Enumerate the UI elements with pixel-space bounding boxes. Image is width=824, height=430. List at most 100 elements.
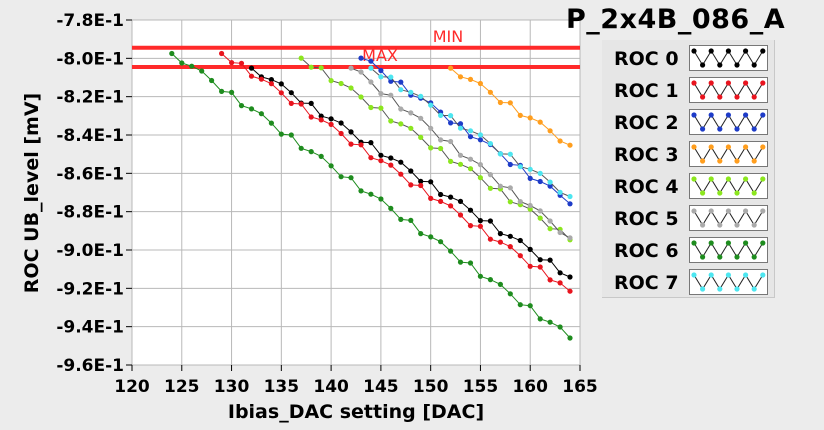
- data-point: [517, 302, 523, 308]
- data-point: [298, 101, 304, 107]
- data-point: [238, 60, 245, 66]
- data-point: [328, 121, 334, 127]
- data-point: [408, 168, 414, 174]
- data-point: [537, 257, 543, 263]
- data-point: [467, 134, 474, 140]
- data-point: [358, 142, 364, 148]
- legend-label: ROC 4: [614, 176, 679, 198]
- x-tick-label: 155: [463, 377, 499, 397]
- data-point: [169, 50, 175, 57]
- data-point: [527, 206, 533, 212]
- data-point: [338, 130, 344, 137]
- data-point: [398, 121, 404, 127]
- data-point: [517, 237, 523, 244]
- data-point: [368, 58, 374, 64]
- reference-label-max: MAX: [362, 46, 398, 65]
- data-point: [248, 65, 255, 71]
- data-point: [398, 171, 404, 177]
- data-point: [318, 113, 324, 119]
- data-point: [477, 80, 483, 87]
- data-point: [467, 260, 474, 266]
- data-point: [418, 93, 424, 99]
- x-tick-label: 120: [114, 377, 150, 397]
- data-point: [457, 152, 464, 158]
- data-point: [497, 231, 503, 237]
- data-point: [348, 129, 354, 135]
- data-point: [428, 195, 434, 201]
- legend-swatch: [689, 205, 768, 231]
- legend: ROC 0 ROC 1 ROC 2 ROC 3 ROC 4 ROC 5 ROC 6 ROC 7: [602, 40, 775, 298]
- legend-swatch: [689, 173, 768, 199]
- data-point: [318, 153, 324, 159]
- data-point: [388, 205, 394, 211]
- legend-item: ROC 3: [602, 138, 774, 170]
- data-point: [229, 89, 235, 95]
- data-point: [298, 55, 304, 61]
- data-point: [388, 118, 394, 124]
- legend-swatch: [689, 109, 768, 135]
- data-point: [378, 158, 384, 164]
- data-point: [308, 149, 314, 155]
- data-point: [467, 223, 474, 229]
- data-point: [308, 114, 314, 120]
- legend-swatch: [689, 45, 768, 71]
- data-point: [497, 99, 503, 106]
- data-point: [368, 79, 374, 85]
- data-point: [547, 319, 553, 325]
- data-point: [288, 90, 294, 96]
- data-point: [477, 273, 483, 279]
- data-point: [378, 74, 384, 80]
- data-point: [567, 274, 573, 280]
- data-point: [547, 226, 553, 232]
- data-point: [418, 115, 424, 121]
- data-point: [448, 248, 454, 254]
- data-point: [438, 239, 444, 245]
- data-point: [557, 189, 563, 195]
- legend-swatch: [689, 237, 768, 263]
- x-tick-label: 150: [413, 377, 449, 397]
- data-point: [338, 174, 344, 180]
- data-point: [457, 125, 464, 131]
- data-point: [278, 131, 284, 137]
- data-point: [358, 188, 364, 194]
- data-point: [517, 199, 523, 205]
- data-point: [448, 113, 454, 119]
- data-point: [418, 182, 424, 189]
- y-tick-label: -9.6E-1: [56, 356, 124, 376]
- series-group: [169, 50, 573, 341]
- data-point: [487, 89, 493, 95]
- series-roc-1: [219, 50, 573, 294]
- data-point: [388, 78, 394, 84]
- data-point: [547, 183, 553, 189]
- data-point: [238, 103, 245, 109]
- y-tick-label: -7.8E-1: [56, 11, 124, 31]
- data-point: [487, 141, 493, 147]
- data-point: [537, 215, 543, 221]
- x-tick-label: 145: [363, 377, 399, 397]
- data-point: [527, 115, 533, 121]
- data-point: [219, 50, 225, 57]
- data-point: [457, 161, 464, 167]
- data-point: [288, 100, 294, 106]
- data-point: [438, 191, 444, 198]
- data-point: [428, 102, 434, 108]
- data-point: [448, 138, 454, 145]
- data-point: [388, 162, 394, 168]
- data-point: [467, 76, 474, 82]
- series-line: [360, 57, 571, 205]
- data-point: [398, 159, 404, 165]
- data-point: [497, 183, 503, 189]
- data-point: [248, 73, 255, 79]
- y-tick-label: -8.8E-1: [56, 203, 124, 223]
- data-point: [318, 117, 324, 123]
- data-point: [328, 78, 334, 84]
- data-point: [338, 80, 344, 87]
- data-point: [507, 233, 513, 239]
- data-point: [408, 125, 414, 131]
- data-point: [507, 161, 513, 168]
- data-point: [567, 235, 573, 241]
- legend-label: ROC 0: [614, 48, 679, 70]
- data-point: [457, 74, 464, 80]
- y-tick-label: -8.2E-1: [56, 88, 124, 108]
- data-point: [487, 277, 493, 283]
